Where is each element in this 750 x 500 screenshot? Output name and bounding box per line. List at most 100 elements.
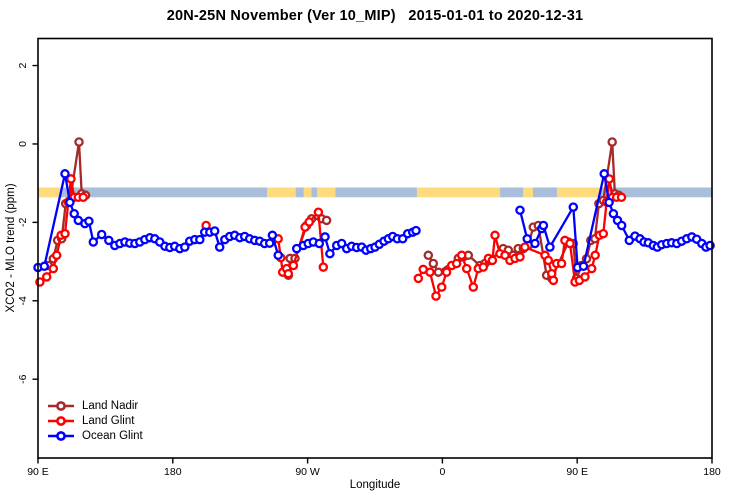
- land-glint-point: [478, 262, 489, 272]
- ocean-glint-point: [599, 169, 609, 179]
- land-glint-point: [556, 258, 567, 269]
- land-band-segment: [267, 187, 296, 198]
- land-band-segment: [556, 187, 600, 198]
- ocean-glint-point: [195, 234, 205, 245]
- ocean-glint-point: [104, 235, 114, 246]
- land-glint-point: [598, 228, 609, 239]
- land-band-segment: [317, 187, 336, 198]
- ocean-glint-point: [578, 261, 589, 272]
- legend-item-ocean-glint: Ocean Glint: [47, 429, 143, 443]
- x-tick-label: 180: [164, 466, 182, 478]
- ocean-glint-point: [522, 234, 532, 244]
- ocean-band-segment: [599, 187, 712, 198]
- legend-symbol-ocean-glint: [48, 431, 74, 441]
- land-glint-point: [48, 263, 59, 274]
- legend-symbol-land-glint: [48, 416, 74, 426]
- land-glint-point: [313, 207, 324, 217]
- ocean-glint-point: [264, 238, 275, 248]
- land-glint-point: [60, 228, 70, 239]
- land-nadir-point: [607, 137, 617, 147]
- land-band-segment: [416, 187, 501, 198]
- land-glint-point: [490, 230, 500, 241]
- legend-symbol-land-nadir: [48, 401, 74, 411]
- ocean-glint-point: [325, 248, 335, 259]
- ocean-band-segment: [533, 187, 557, 198]
- chart-title: 20N-25N November (Ver 10_MIP) 2015-01-01…: [166, 8, 584, 24]
- land-glint-point: [586, 263, 597, 274]
- series-land-nadir: [43, 137, 624, 284]
- ocean-glint-point: [180, 242, 190, 252]
- land-glint-point: [66, 174, 76, 184]
- ocean-band-segment: [311, 187, 318, 198]
- ocean-glint-point: [411, 225, 421, 236]
- land-glint-point: [78, 192, 88, 203]
- legend-label: Land Glint: [82, 415, 135, 427]
- ocean-glint-point: [88, 237, 99, 247]
- land-glint-point: [456, 250, 467, 261]
- land-glint-point: [283, 268, 294, 279]
- ocean-glint-point: [530, 238, 540, 249]
- land-glint-point: [543, 255, 554, 266]
- land-glint-point: [51, 250, 62, 261]
- x-tick-label: 90 E: [27, 466, 49, 478]
- y-tick-label: -6: [17, 374, 29, 383]
- legend-label: Ocean Glint: [82, 430, 143, 442]
- ocean-glint-point: [39, 261, 50, 272]
- x-axis-label: Longitude: [349, 479, 401, 491]
- ocean-glint-point: [538, 220, 549, 231]
- y-tick-label: 0: [17, 141, 29, 147]
- land-glint-point: [548, 275, 559, 286]
- land-glint-point: [41, 272, 52, 282]
- y-tick-label: 2: [17, 62, 29, 68]
- series-land-glint: [35, 174, 627, 301]
- x-tick-label: 0: [439, 466, 445, 478]
- ocean-glint-point: [568, 202, 579, 212]
- ocean-glint-point: [273, 250, 283, 261]
- land-glint-point: [487, 255, 498, 266]
- x-tick-label: 90 W: [295, 466, 320, 478]
- ocean-glint-point: [604, 197, 614, 208]
- legend-marker-circle: [56, 431, 66, 441]
- land-glint-point: [468, 282, 479, 292]
- ocean-band-segment: [295, 187, 304, 198]
- land-glint-point: [318, 262, 329, 272]
- ocean-glint-point: [267, 230, 278, 241]
- y-tick-label: -2: [17, 218, 29, 227]
- legend-marker-circle: [56, 401, 66, 411]
- ocean-glint-point: [60, 169, 70, 179]
- ocean-glint-point: [515, 205, 525, 215]
- land-glint-point: [304, 217, 314, 227]
- ocean-glint-point: [69, 208, 79, 219]
- ocean-glint-point: [545, 242, 555, 252]
- land-glint-point: [288, 260, 299, 271]
- series-ocean-glint: [33, 169, 715, 273]
- land-nadir-point: [74, 137, 84, 147]
- land-nadir-point: [433, 267, 444, 277]
- land-glint-point: [413, 273, 424, 284]
- ocean-band-segment: [335, 187, 417, 198]
- legend: Land Nadir Land Glint Ocean Glint: [47, 399, 143, 443]
- land-glint-point: [580, 272, 590, 282]
- land-glint-point: [451, 258, 462, 269]
- ocean-glint-point: [84, 216, 94, 226]
- legend-label: Land Nadir: [82, 400, 139, 412]
- land-band-segment: [523, 187, 534, 198]
- legend-item-land-glint: Land Glint: [47, 414, 143, 428]
- plot-border: [37, 37, 713, 459]
- ocean-glint-point: [616, 220, 627, 231]
- legend-item-land-nadir: Land Nadir: [47, 399, 143, 413]
- ocean-band-segment: [500, 187, 524, 198]
- land-glint-point: [616, 192, 627, 203]
- ocean-glint-point: [65, 197, 75, 208]
- ocean-glint-point: [320, 232, 330, 242]
- land-glint-point: [436, 282, 447, 292]
- land-glint-point: [515, 252, 525, 262]
- ocean-glint-point: [96, 229, 107, 240]
- land-glint-point: [425, 267, 435, 277]
- land-nadir-point: [423, 250, 434, 261]
- land-glint-point: [441, 267, 452, 277]
- land-band-segment: [38, 187, 61, 198]
- ocean-glint-point: [214, 242, 225, 252]
